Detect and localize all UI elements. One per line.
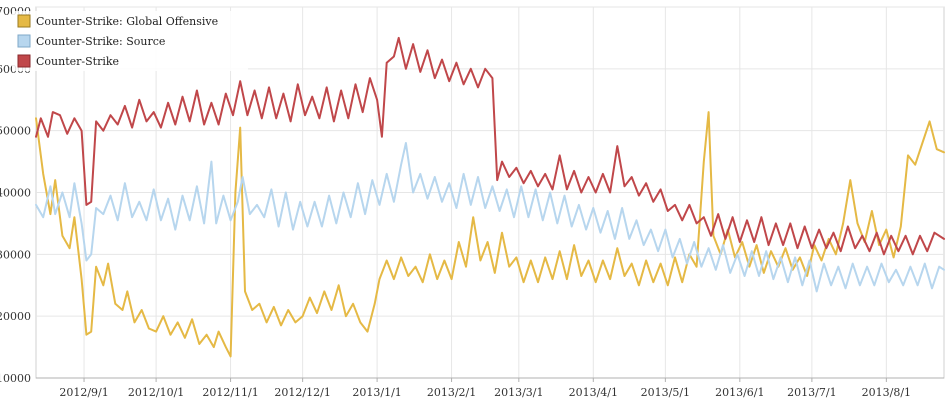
x-tick-label: 2013/2/1 xyxy=(427,386,476,399)
series-line-0 xyxy=(35,111,945,358)
series-layer xyxy=(35,36,945,358)
legend-label-0: Counter-Strike: Global Offensive xyxy=(36,15,218,28)
legend-swatch-2 xyxy=(17,54,31,68)
series-line-1 xyxy=(35,142,945,293)
x-tick-label: 2012/9/1 xyxy=(59,386,108,399)
x-tick-label: 2013/5/1 xyxy=(641,386,690,399)
legend-label-1: Counter-Strike: Source xyxy=(36,35,165,48)
legend-swatch-1 xyxy=(17,34,31,48)
legend-swatch-0 xyxy=(17,14,31,28)
x-tick-label: 2013/4/1 xyxy=(569,386,618,399)
legend-item-2[interactable]: Counter-Strike xyxy=(17,54,119,68)
legend-label-2: Counter-Strike xyxy=(36,55,119,68)
legend-item-0[interactable]: Counter-Strike: Global Offensive xyxy=(17,14,218,28)
legend: Counter-Strike: Global Offensive Counter… xyxy=(12,11,248,71)
y-tick-label: 30000 xyxy=(0,248,31,261)
x-tick-label: 2012/11/1 xyxy=(202,386,258,399)
x-tick-label: 2012/10/1 xyxy=(128,386,184,399)
y-tick-label: 50000 xyxy=(0,125,31,138)
y-tick-label: 40000 xyxy=(0,187,31,200)
x-axis-labels: 2012/9/1 2012/10/1 2012/11/1 2012/12/1 2013/… xyxy=(59,386,911,399)
x-tick-label: 2013/7/1 xyxy=(787,386,836,399)
x-tick-label: 2013/3/1 xyxy=(494,386,543,399)
series-line-2 xyxy=(35,36,945,256)
x-tick-label: 2013/6/1 xyxy=(715,386,764,399)
x-tick-label: 2012/12/1 xyxy=(274,386,330,399)
y-tick-label: 20000 xyxy=(0,310,31,323)
x-tick-label: 2013/1/1 xyxy=(352,386,401,399)
x-tick-label: 2013/8/1 xyxy=(862,386,911,399)
y-tick-label: 10000 xyxy=(0,372,31,385)
legend-background xyxy=(12,11,248,71)
legend-item-1[interactable]: Counter-Strike: Source xyxy=(17,34,165,48)
